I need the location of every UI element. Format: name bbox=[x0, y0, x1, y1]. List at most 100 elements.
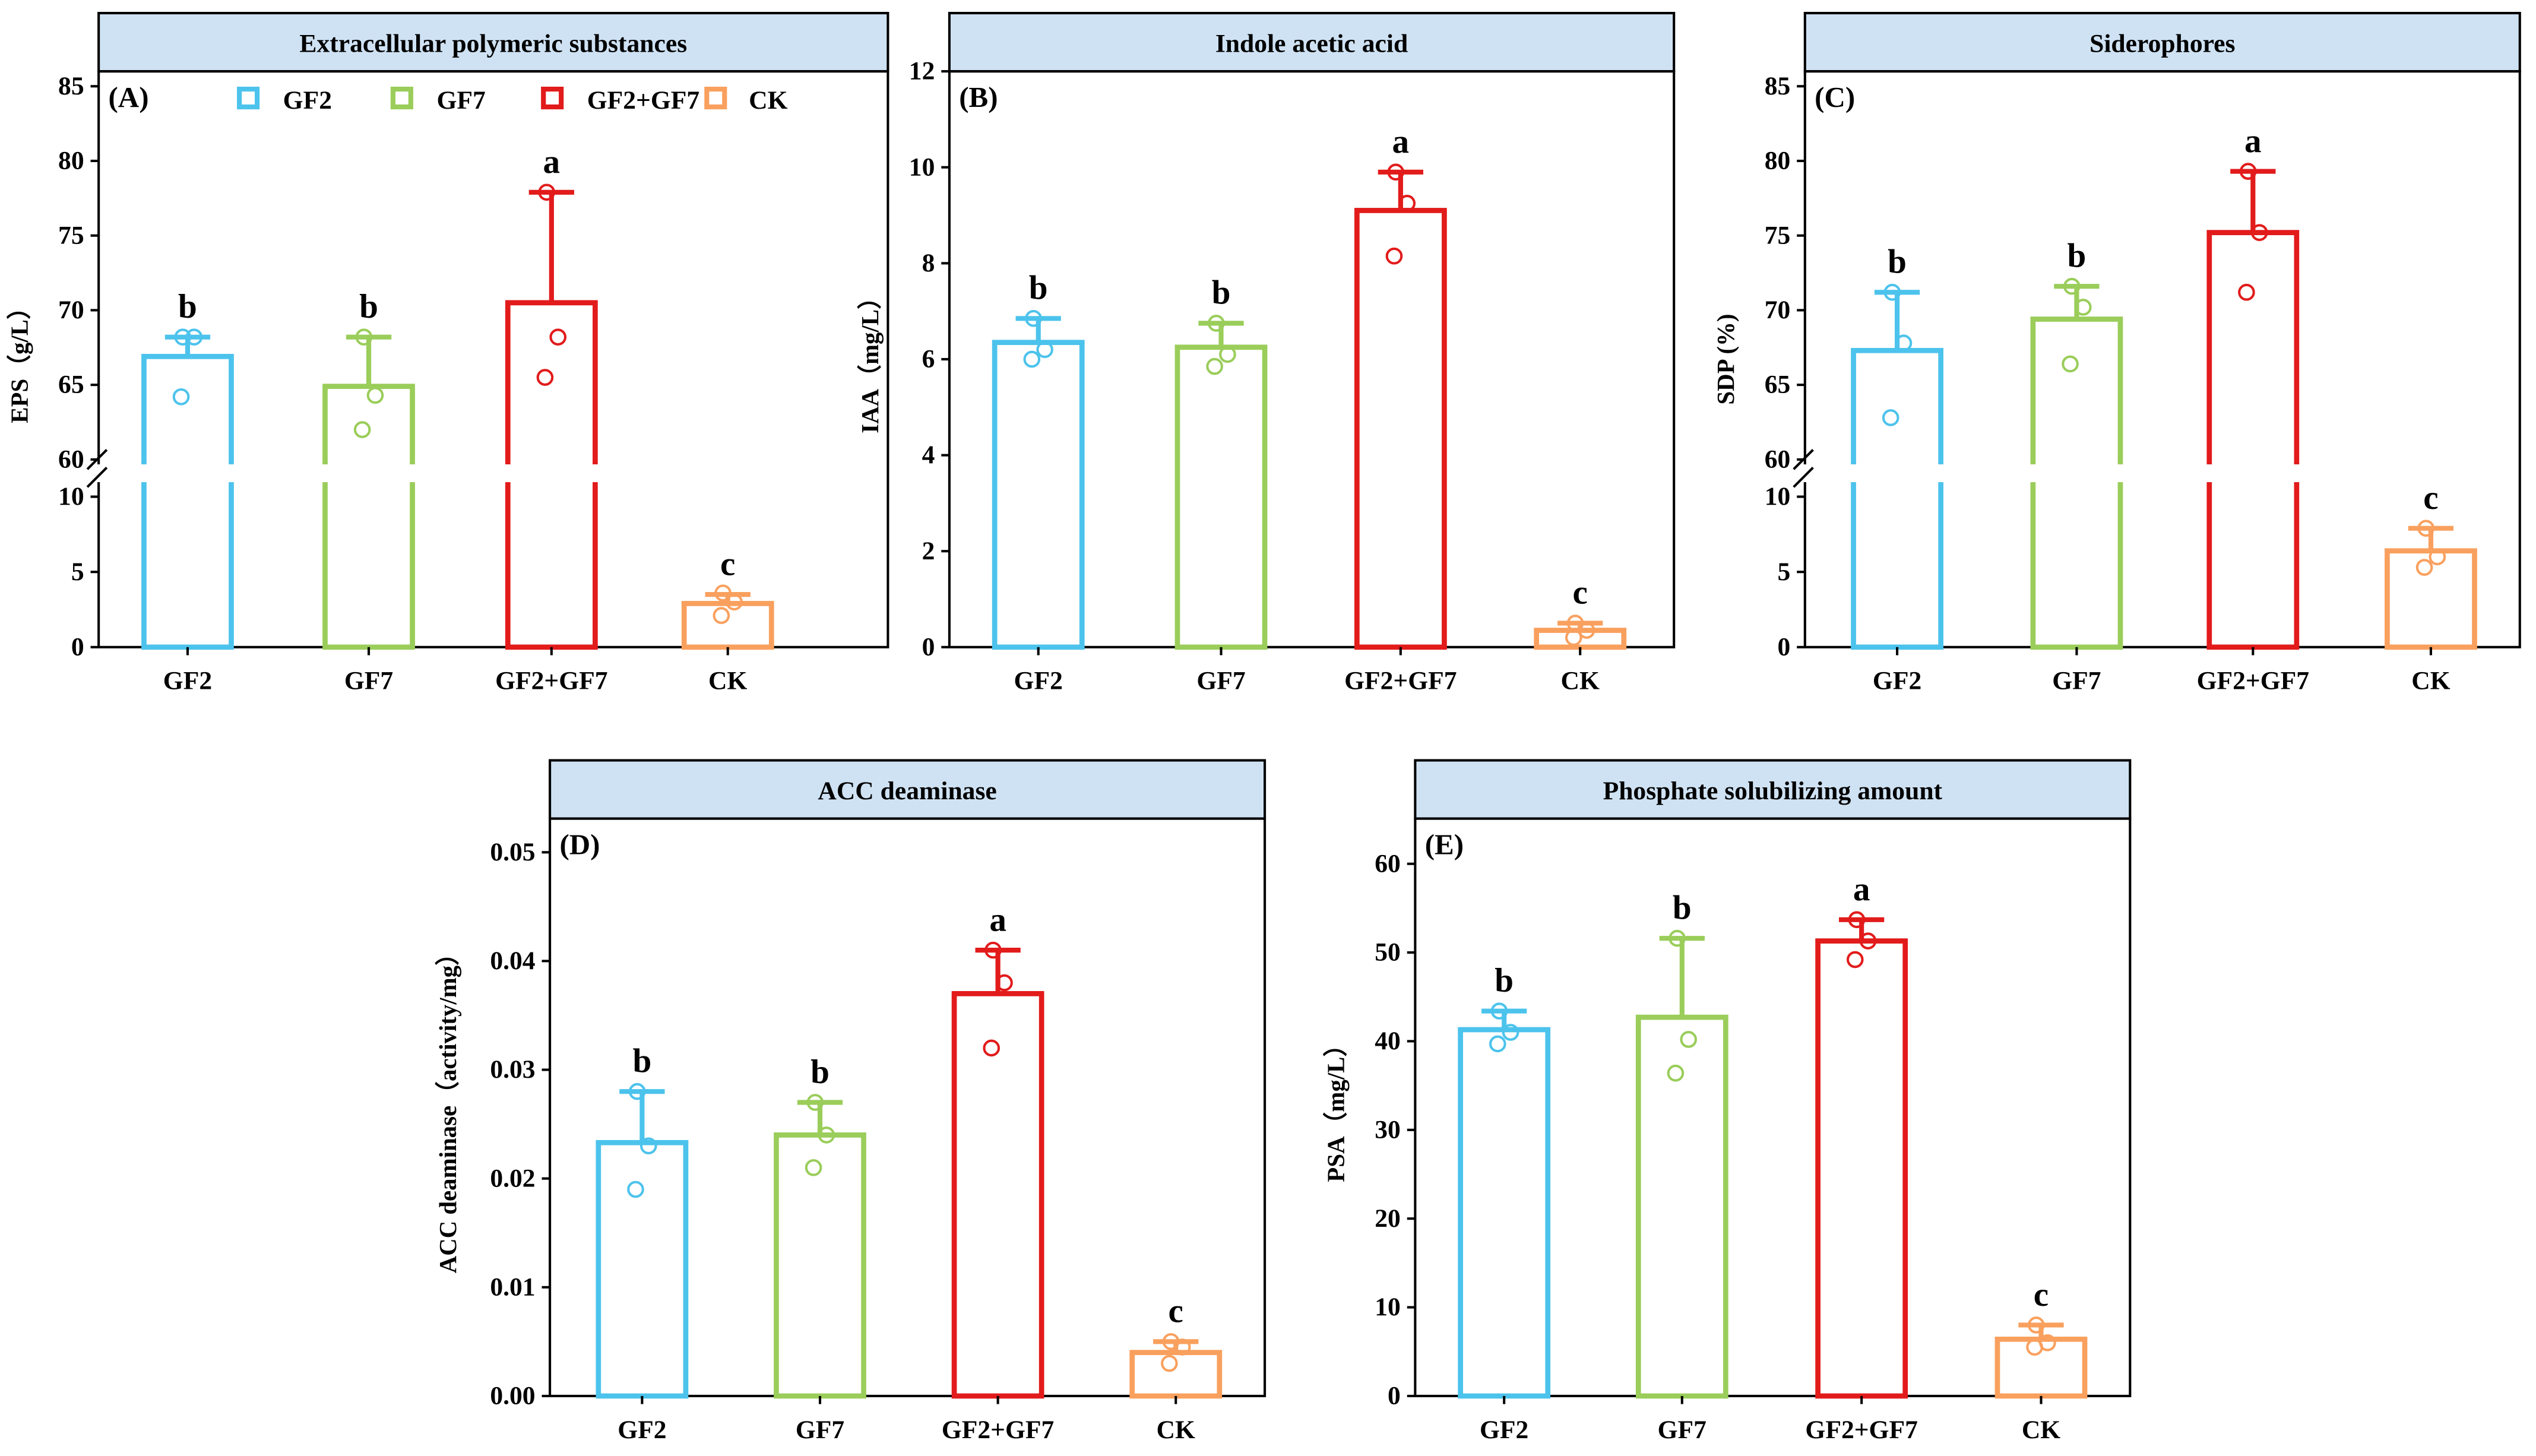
y-tick-label: 2 bbox=[922, 537, 935, 565]
panel-label: (D) bbox=[559, 828, 600, 860]
chart-title: Phosphate solubilizing amount bbox=[1603, 777, 1943, 805]
data-point bbox=[627, 1180, 644, 1198]
y-axis-label: IAA（mg/L） bbox=[857, 285, 884, 433]
data-point bbox=[2028, 1316, 2045, 1334]
data-point bbox=[172, 388, 190, 406]
y-tick-label: 8 bbox=[922, 249, 935, 277]
data-point bbox=[2075, 299, 2092, 316]
y-tick-label: 80 bbox=[58, 147, 84, 175]
data-point bbox=[1859, 932, 1877, 949]
chart-title: Extracellular polymeric substances bbox=[299, 29, 687, 58]
bar-gf2 bbox=[596, 1140, 689, 1399]
significance-letter: b bbox=[1673, 890, 1692, 927]
data-point bbox=[628, 1082, 646, 1100]
bar-gf7 bbox=[2030, 316, 2123, 650]
data-point bbox=[1208, 315, 1225, 332]
significance-letter: b bbox=[810, 1053, 829, 1091]
y-tick-label: 6 bbox=[922, 345, 935, 374]
data-point bbox=[2026, 1338, 2043, 1356]
data-point bbox=[805, 1159, 822, 1176]
y-tick-label: 0 bbox=[922, 632, 935, 661]
panel-label: (C) bbox=[1815, 81, 1855, 113]
y-tick-label: 0.00 bbox=[490, 1382, 535, 1410]
data-point bbox=[1036, 341, 1053, 359]
data-point bbox=[2417, 520, 2435, 537]
y-tick-label: 10 bbox=[58, 482, 84, 511]
data-point bbox=[2062, 355, 2079, 373]
data-point bbox=[726, 593, 743, 611]
data-point bbox=[538, 183, 555, 201]
y-tick-label: 85 bbox=[1765, 72, 1791, 100]
y-tick-label: 10 bbox=[1375, 1293, 1401, 1321]
chart-panel-a: Extracellular polymeric substances b GF2 b G… bbox=[6, 12, 889, 695]
data-point bbox=[1848, 911, 1866, 929]
x-tick-label: GF2 bbox=[1014, 667, 1063, 695]
plot-frame bbox=[1803, 70, 2521, 648]
legend-label: GF7 bbox=[436, 86, 485, 115]
data-point bbox=[1895, 334, 1913, 352]
y-tick-label: 10 bbox=[1765, 482, 1791, 511]
y-tick-label: 60 bbox=[1375, 849, 1401, 878]
x-tick-label: GF2+GF7 bbox=[2197, 667, 2309, 695]
y-tick-label: 70 bbox=[58, 296, 84, 324]
x-tick-label: GF7 bbox=[2052, 667, 2101, 695]
significance-letter: c bbox=[720, 545, 735, 583]
y-tick-label: 12 bbox=[909, 57, 935, 86]
data-point bbox=[536, 369, 554, 386]
data-point bbox=[1023, 350, 1041, 368]
x-tick-label: CK bbox=[2411, 667, 2450, 695]
title-bar bbox=[1414, 759, 2132, 820]
x-tick-label: GF7 bbox=[796, 1416, 844, 1444]
x-tick-label: GF2+GF7 bbox=[1805, 1416, 1917, 1444]
title-bar bbox=[97, 12, 889, 73]
panel-label: (E) bbox=[1425, 828, 1464, 860]
x-tick-label: GF2 bbox=[163, 667, 212, 695]
legend-label: GF2+GF7 bbox=[587, 86, 699, 115]
y-tick-label: 4 bbox=[922, 441, 935, 469]
y-tick-label: 30 bbox=[1375, 1115, 1401, 1144]
significance-letter: a bbox=[989, 901, 1006, 938]
data-point bbox=[1846, 951, 1864, 968]
legend-swatch bbox=[704, 86, 727, 110]
y-tick-label: 65 bbox=[1765, 371, 1791, 399]
y-tick-label: 5 bbox=[71, 558, 84, 586]
data-point bbox=[806, 1094, 824, 1111]
y-tick-label: 75 bbox=[1765, 221, 1791, 249]
data-point bbox=[1489, 1035, 1506, 1053]
y-tick-label: 0.02 bbox=[490, 1164, 535, 1192]
y-tick-label: 0.05 bbox=[490, 838, 535, 866]
legend-label: CK bbox=[749, 86, 787, 115]
significance-letter: b bbox=[2068, 237, 2087, 274]
y-tick-label: 70 bbox=[1765, 296, 1791, 324]
y-tick-label: 80 bbox=[1765, 147, 1791, 175]
significance-letter: a bbox=[1853, 871, 1870, 908]
bar-gf7 bbox=[1174, 344, 1268, 650]
significance-letter: b bbox=[1029, 270, 1048, 307]
x-tick-label: GF2 bbox=[1480, 1416, 1528, 1444]
data-point bbox=[1883, 283, 1901, 301]
y-tick-label: 60 bbox=[1765, 445, 1791, 473]
y-axis-label: SDP (%) bbox=[1712, 314, 1739, 404]
chart-title: Siderophores bbox=[2089, 29, 2235, 58]
bar-gf7 bbox=[1635, 1014, 1728, 1399]
y-tick-label: 5 bbox=[1778, 558, 1791, 586]
y-tick-label: 10 bbox=[909, 153, 935, 181]
data-point bbox=[1025, 309, 1042, 327]
bar-gf2-gf7 bbox=[1815, 938, 1908, 1399]
data-point bbox=[366, 387, 384, 404]
significance-letter: a bbox=[2244, 122, 2262, 160]
bar-gf2 bbox=[1851, 347, 1943, 650]
data-point bbox=[1206, 357, 1223, 375]
y-axis-label: EPS（g/L） bbox=[6, 295, 33, 423]
x-tick-label: GF2 bbox=[618, 1416, 666, 1444]
axis-break-gap bbox=[102, 464, 885, 482]
data-point bbox=[996, 974, 1013, 992]
data-point bbox=[2238, 283, 2255, 301]
data-point bbox=[1219, 346, 1236, 363]
y-tick-label: 0 bbox=[1778, 632, 1791, 661]
data-point bbox=[1667, 1064, 1685, 1082]
chart-title: Indole acetic acid bbox=[1215, 29, 1408, 58]
y-tick-label: 60 bbox=[58, 445, 84, 473]
significance-letter: c bbox=[2423, 479, 2438, 517]
